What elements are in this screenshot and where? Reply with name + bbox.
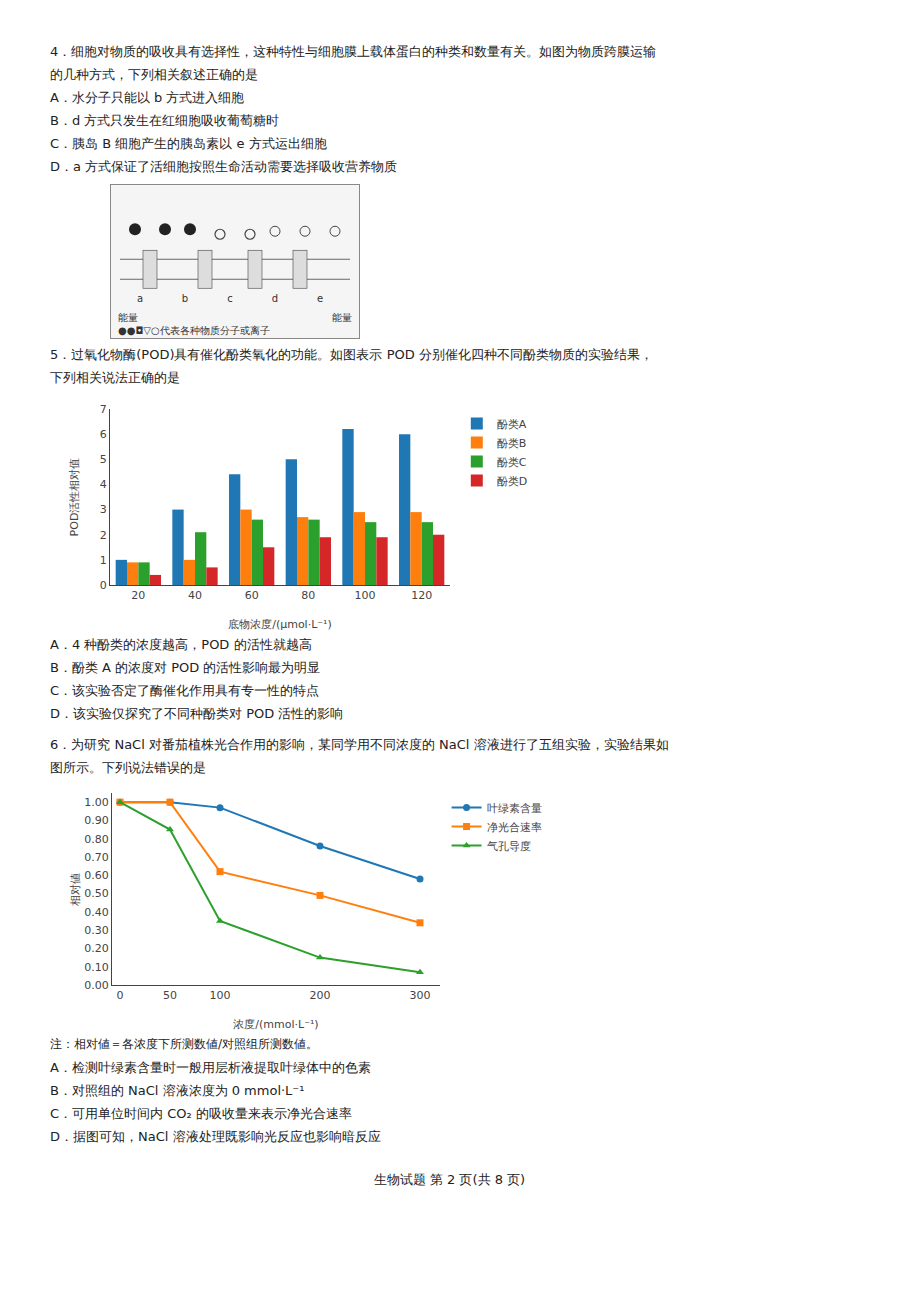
svg-text:1: 1 — [100, 554, 107, 567]
svg-text:b: b — [182, 293, 188, 304]
svg-text:0: 0 — [100, 579, 107, 592]
svg-text:0.40: 0.40 — [84, 906, 109, 919]
svg-text:浓度/(mmol·L⁻¹): 浓度/(mmol·L⁻¹) — [233, 1018, 318, 1031]
svg-text:3: 3 — [100, 503, 107, 516]
svg-text:20: 20 — [131, 589, 145, 602]
svg-text:80: 80 — [301, 589, 315, 602]
html-text:4．细胞对物质的吸收具有选择性，这种特性与细胞膜上载体蛋白的: 4．细胞对物质的吸收具有选择性，这种特性与细胞膜上载体蛋白的种类和数量有关。如图… — [50, 44, 657, 59]
svg-text:0.70: 0.70 — [84, 851, 109, 864]
svg-text:POD活性相对值: POD活性相对值 — [68, 458, 81, 537]
svg-text:0.30: 0.30 — [84, 924, 109, 937]
svg-text:相对値: 相对値 — [69, 873, 82, 906]
svg-text:50: 50 — [163, 989, 177, 1002]
html-text:B．对照组的 NaCl 溶液浓度为 0 mmol·L⁻¹: B．对照组的 NaCl 溶液浓度为 0 mmol·L⁻¹ — [50, 1083, 305, 1098]
svg-text:气孔导度: 气孔导度 — [487, 840, 531, 853]
html-text:生物试题 第 2 页(共 8 页): 生物试题 第 2 页(共 8 页) — [373, 1172, 526, 1187]
svg-text:酚类A: 酚类A — [497, 418, 527, 431]
svg-text:叶绿素含量: 叶绿素含量 — [487, 802, 542, 815]
svg-text:酚类B: 酚类B — [497, 437, 527, 450]
svg-text:4: 4 — [100, 478, 107, 491]
html-text:注：相对値＝各浓度下所测数値/对照组所测数値。: 注：相对値＝各浓度下所测数値/对照组所测数値。 — [50, 1037, 318, 1051]
svg-text:0.20: 0.20 — [84, 942, 109, 955]
svg-text:1.00: 1.00 — [84, 796, 109, 809]
svg-text:100: 100 — [210, 989, 231, 1002]
svg-text:c: c — [227, 293, 233, 304]
svg-text:120: 120 — [411, 589, 432, 602]
html-text:A．4 种酚类的浓度越高，POD 的活性就越高: A．4 种酚类的浓度越高，POD 的活性就越高 — [50, 637, 312, 652]
svg-text:0.50: 0.50 — [84, 887, 109, 900]
html-text:D．该实验仅探究了不同种酚类对 POD 活性的影响: D．该实验仅探究了不同种酚类对 POD 活性的影响 — [50, 706, 344, 721]
svg-text:a: a — [137, 293, 143, 304]
html-text:6．为研究 NaCl 对番茄植株光合作用的影响，某同学用不同: 6．为研究 NaCl 对番茄植株光合作用的影响，某同学用不同浓度的 NaCl 溶… — [50, 737, 669, 752]
html-text:A．检测叶绿素含量时一般用层析液提取叶绿体中的色素: A．检测叶绿素含量时一般用层析液提取叶绿体中的色素 — [50, 1060, 371, 1075]
html-text:C．该实验否定了酶催化作用具有专一性的特点: C．该实验否定了酶催化作用具有专一性的特点 — [50, 683, 320, 698]
svg-text:e: e — [317, 293, 323, 304]
svg-text:200: 200 — [310, 989, 331, 1002]
svg-text:0.80: 0.80 — [84, 833, 109, 846]
svg-text:40: 40 — [188, 589, 202, 602]
html-text:图所示。下列说法错误的是: 图所示。下列说法错误的是 — [50, 760, 206, 775]
html-text:的几种方式，下列相关叙述正确的是: 的几种方式，下列相关叙述正确的是 — [50, 67, 258, 82]
svg-text:2: 2 — [100, 529, 107, 542]
svg-text:●●◘▽○代表各种物质分子或离子: ●●◘▽○代表各种物质分子或离子 — [118, 325, 270, 336]
svg-text:d: d — [272, 293, 278, 304]
svg-text:300: 300 — [410, 989, 431, 1002]
html-text:C．胰岛 B 细胞产生的胰岛素以 e 方式运出细胞: C．胰岛 B 细胞产生的胰岛素以 e 方式运出细胞 — [50, 136, 327, 151]
svg-text:0.60: 0.60 — [84, 869, 109, 882]
html-text:下列相关说法正确的是: 下列相关说法正确的是 — [50, 370, 180, 385]
svg-text:7: 7 — [100, 403, 107, 416]
svg-text:0.00: 0.00 — [84, 979, 109, 992]
html-text:5．过氧化物酶(POD)具有催化酚类氧化的功能。如图表示 P: 5．过氧化物酶(POD)具有催化酚类氧化的功能。如图表示 POD 分别催化四种不… — [50, 347, 653, 362]
svg-text:6: 6 — [100, 428, 107, 441]
svg-text:0.90: 0.90 — [84, 814, 109, 827]
html-text:D．据图可知，NaCl 溶液处理既影响光反应也影响暗反应: D．据图可知，NaCl 溶液处理既影响光反应也影响暗反应 — [50, 1129, 381, 1144]
svg-text:100: 100 — [355, 589, 376, 602]
html-text:B．d 方式只发生在红细胞吸收葡萄糖时: B．d 方式只发生在红细胞吸收葡萄糖时 — [50, 113, 280, 128]
svg-text:60: 60 — [245, 589, 259, 602]
svg-text:0: 0 — [117, 989, 124, 1002]
svg-text:0.10: 0.10 — [84, 961, 109, 974]
svg-text:底物浓度/(μmol·L⁻¹): 底物浓度/(μmol·L⁻¹) — [228, 618, 332, 631]
html-text:C．可用单位时间内 CO₂ 的吸收量来表示净光合速率: C．可用单位时间内 CO₂ 的吸收量来表示净光合速率 — [50, 1106, 352, 1121]
svg-text:能量: 能量 — [332, 312, 352, 323]
svg-text:酚类D: 酚类D — [497, 475, 527, 488]
html-text:A．水分子只能以 b 方式进入细胞: A．水分子只能以 b 方式进入细胞 — [50, 90, 245, 105]
svg-text:能量: 能量 — [118, 312, 138, 323]
svg-text:5: 5 — [100, 453, 107, 466]
html-text:B．酚类 A 的浓度对 POD 的活性影响最为明显: B．酚类 A 的浓度对 POD 的活性影响最为明显 — [50, 660, 321, 675]
html-text:D．a 方式保证了活细胞按照生命活动需要选择吸收营养物质: D．a 方式保证了活细胞按照生命活动需要选择吸收营养物质 — [50, 159, 398, 174]
svg-text:净光合速率: 净光合速率 — [487, 821, 542, 834]
svg-text:酚类C: 酚类C — [497, 456, 527, 469]
